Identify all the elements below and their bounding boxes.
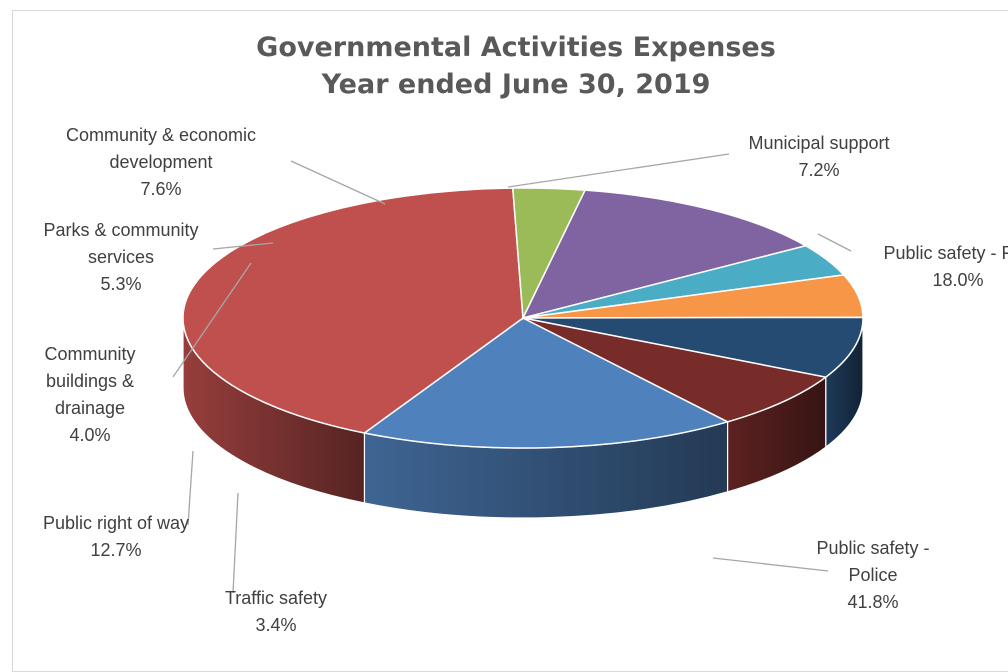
data-label-value-ced: 7.6% xyxy=(140,179,181,199)
leader-line-traffic xyxy=(232,492,239,594)
data-label-value-row: 12.7% xyxy=(90,540,141,560)
data-label-traffic: Traffic safety xyxy=(225,588,327,608)
pie-slice-fire xyxy=(362,317,730,449)
leader-lines xyxy=(172,153,852,594)
data-label-ced: development xyxy=(109,152,212,172)
data-label-value-parks: 5.3% xyxy=(100,274,141,294)
chart-title: Governmental Activities Expenses Year en… xyxy=(256,32,776,100)
data-label-buildings: buildings & xyxy=(46,371,134,391)
leader-line-fire xyxy=(817,233,852,252)
chart-title-line-1: Governmental Activities Expenses xyxy=(256,32,776,63)
data-label-value-police: 41.8% xyxy=(847,592,898,612)
pie-slice-row xyxy=(521,189,808,320)
data-label-value-municipal: 7.2% xyxy=(798,160,839,180)
leader-line-row xyxy=(187,450,194,526)
data-label-fire: Public safety - Fire xyxy=(883,243,1008,263)
data-label-row: Public right of way xyxy=(43,513,189,533)
data-label-police: Police xyxy=(848,565,897,585)
chart-area: Governmental Activities Expenses Year en… xyxy=(12,10,1008,672)
leader-line-ced xyxy=(290,160,386,205)
data-label-buildings: Community xyxy=(44,344,135,364)
data-label-parks: Parks & community xyxy=(43,220,198,240)
data-label-municipal: Municipal support xyxy=(748,133,889,153)
data-label-police: Public safety - xyxy=(816,538,929,558)
pie-chart: Governmental Activities Expenses Year en… xyxy=(43,32,1008,635)
pie-slice-municipal xyxy=(522,317,828,423)
data-label-value-buildings: 4.0% xyxy=(69,425,110,445)
pie-tops xyxy=(182,187,864,449)
leader-line-parks xyxy=(212,242,274,250)
data-labels: Public safety - Fire 18.0% Public safety -… xyxy=(43,125,1008,635)
data-label-buildings: drainage xyxy=(55,398,125,418)
pie-slice-ced xyxy=(522,316,864,378)
data-label-ced: Community & economic xyxy=(66,125,256,145)
chart-title-line-2: Year ended June 30, 2019 xyxy=(321,69,711,100)
leader-line-police xyxy=(712,557,829,572)
data-label-parks: services xyxy=(88,247,154,267)
leader-line-municipal xyxy=(507,153,730,188)
data-label-value-traffic: 3.4% xyxy=(255,615,296,635)
data-label-value-fire: 18.0% xyxy=(932,270,983,290)
pie-slice-police xyxy=(182,187,524,434)
leader-line-buildings xyxy=(172,262,252,378)
